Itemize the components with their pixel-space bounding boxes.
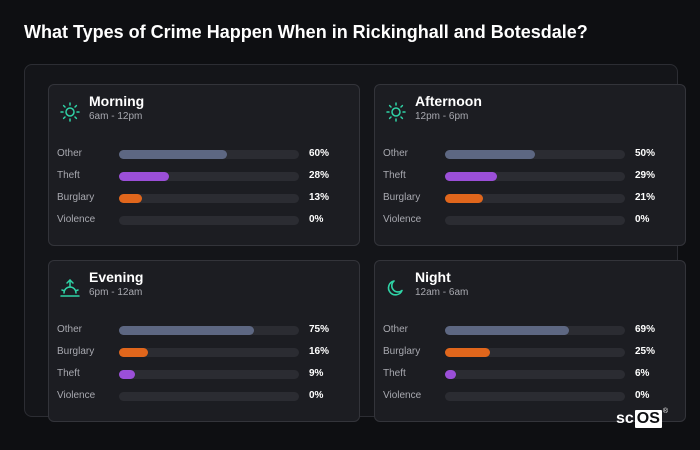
crime-row-theft: Theft 28% (57, 169, 353, 183)
progress-track (119, 216, 299, 225)
progress-track (445, 172, 625, 181)
crime-label: Other (57, 324, 83, 335)
progress-fill (119, 370, 136, 379)
crime-label: Burglary (383, 346, 421, 357)
card-afternoon: Afternoon 12pm - 6pm Other 50% Theft 29% Burgl… (374, 84, 686, 246)
sun-icon (59, 101, 81, 123)
crime-label: Violence (57, 390, 96, 401)
scos-logo: sc OS ® (616, 408, 668, 430)
progress-track (119, 392, 299, 401)
logo-text-left: sc (616, 410, 634, 427)
crime-percent: 13% (309, 192, 330, 203)
crime-label: Violence (383, 214, 422, 225)
progress-fill (119, 194, 143, 203)
progress-track (445, 194, 625, 203)
card-title: Evening (89, 269, 144, 285)
crime-percent: 25% (635, 346, 656, 357)
crime-percent: 6% (635, 368, 650, 379)
progress-track (445, 392, 625, 401)
progress-track (119, 370, 299, 379)
progress-track (119, 172, 299, 181)
crime-row-burglary: Burglary 16% (57, 345, 353, 359)
card-title: Morning (89, 93, 145, 109)
progress-fill (119, 326, 254, 335)
moon-icon (385, 277, 407, 299)
crime-row-other: Other 60% (57, 147, 353, 161)
crime-row-violence: Violence 0% (57, 213, 353, 227)
logo-text-right: OS (634, 410, 662, 428)
progress-track (445, 326, 625, 335)
progress-track (119, 326, 299, 335)
progress-fill (119, 348, 148, 357)
progress-track (445, 216, 625, 225)
progress-track (445, 370, 625, 379)
crime-percent: 60% (309, 148, 330, 159)
crime-label: Burglary (57, 192, 95, 203)
card-night: Night 12am - 6am Other 69% Burglary 25% Theft 6… (374, 260, 686, 422)
crime-row-other: Other 69% (383, 323, 679, 337)
crime-row-theft: Theft 29% (383, 169, 679, 183)
crime-label: Burglary (57, 346, 95, 357)
progress-fill (445, 172, 498, 181)
crime-row-burglary: Burglary 25% (383, 345, 679, 359)
card-title: Night (415, 269, 451, 285)
page-title: What Types of Crime Happen When in Ricki… (24, 22, 588, 42)
crime-percent: 0% (309, 390, 324, 401)
progress-fill (445, 150, 535, 159)
crime-label: Burglary (383, 192, 421, 203)
crime-label: Other (57, 148, 83, 159)
crime-percent: 50% (635, 148, 656, 159)
card-time-range: 6am - 12pm (89, 111, 143, 122)
logo-registered-mark: ® (662, 408, 669, 415)
progress-fill (445, 326, 570, 335)
crime-percent: 0% (635, 214, 650, 225)
card-morning: Morning 6am - 12pm Other 60% Theft 28% Burglar… (48, 84, 360, 246)
crime-label: Violence (57, 214, 96, 225)
card-time-range: 12am - 6am (415, 287, 469, 298)
crime-label: Theft (383, 170, 406, 181)
crime-label: Theft (57, 170, 80, 181)
card-time-range: 6pm - 12am (89, 287, 143, 298)
crime-percent: 9% (309, 368, 324, 379)
crime-label: Theft (383, 368, 406, 379)
crime-row-violence: Violence 0% (383, 213, 679, 227)
crime-row-other: Other 75% (57, 323, 353, 337)
crime-percent: 0% (309, 214, 324, 225)
crime-percent: 21% (635, 192, 656, 203)
crime-row-violence: Violence 0% (57, 389, 353, 403)
crime-label: Other (383, 148, 409, 159)
card-title: Afternoon (415, 93, 482, 109)
crime-row-burglary: Burglary 21% (383, 191, 679, 205)
progress-fill (445, 194, 483, 203)
crime-label: Violence (383, 390, 422, 401)
crime-percent: 75% (309, 324, 330, 335)
crime-row-theft: Theft 9% (57, 367, 353, 381)
sun-icon (385, 101, 407, 123)
crime-row-violence: Violence 0% (383, 389, 679, 403)
progress-track (119, 194, 299, 203)
progress-fill (445, 370, 456, 379)
progress-track (119, 348, 299, 357)
progress-fill (445, 348, 490, 357)
crime-percent: 69% (635, 324, 656, 335)
progress-fill (119, 150, 227, 159)
card-evening: Evening 6pm - 12am Other 75% Burglary 16% Thef… (48, 260, 360, 422)
crime-label: Other (383, 324, 409, 335)
card-time-range: 12pm - 6pm (415, 111, 469, 122)
crime-row-burglary: Burglary 13% (57, 191, 353, 205)
crime-label: Theft (57, 368, 80, 379)
progress-fill (119, 172, 170, 181)
crime-percent: 16% (309, 346, 330, 357)
crime-percent: 29% (635, 170, 656, 181)
crime-row-other: Other 50% (383, 147, 679, 161)
progress-track (445, 150, 625, 159)
crime-row-theft: Theft 6% (383, 367, 679, 381)
progress-track (445, 348, 625, 357)
sunset-icon (59, 277, 81, 299)
crime-percent: 0% (635, 390, 650, 401)
crime-percent: 28% (309, 170, 330, 181)
progress-track (119, 150, 299, 159)
